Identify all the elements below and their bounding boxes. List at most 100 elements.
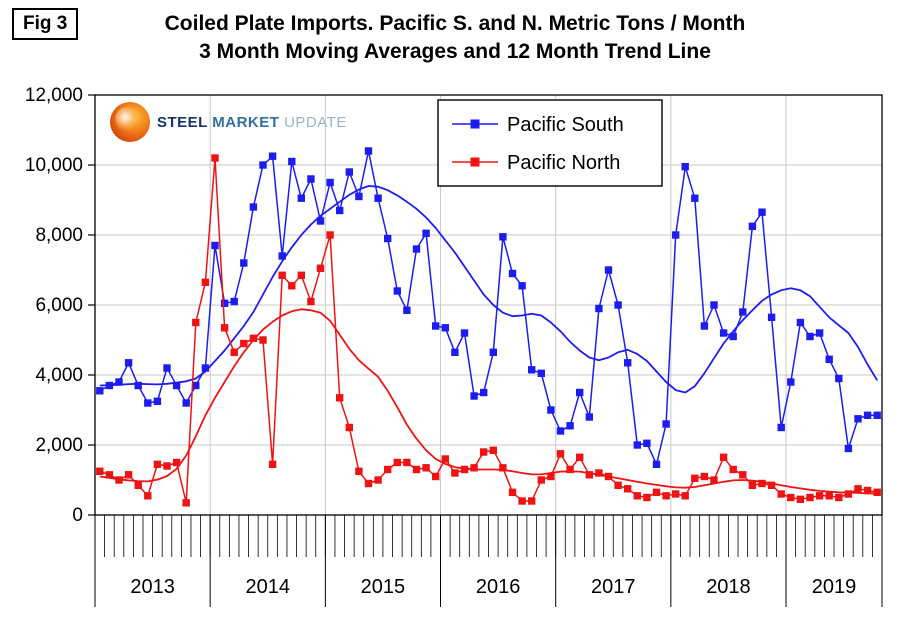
data-point <box>729 465 737 474</box>
data-point <box>499 464 507 472</box>
data-point <box>547 472 555 481</box>
data-point <box>595 469 603 477</box>
data-point <box>815 329 824 337</box>
data-point <box>153 397 162 406</box>
chart-title-line2: 3 Month Moving Averages and 12 Month Tre… <box>199 40 711 63</box>
data-point <box>556 450 565 458</box>
data-point <box>326 231 334 239</box>
legend-marker <box>470 157 480 167</box>
data-point <box>844 490 853 498</box>
steel-market-update-logo: STEEL MARKET UPDATE <box>110 102 347 142</box>
y-axis-label: 10,000 <box>25 155 83 176</box>
data-point <box>230 348 238 357</box>
data-point <box>115 476 123 484</box>
plot-border <box>94 94 883 516</box>
chart-title-line1: Coiled Plate Imports. Pacific S. and N. … <box>164 12 746 35</box>
data-point <box>806 493 814 502</box>
data-point <box>144 399 152 407</box>
data-point <box>480 448 488 456</box>
data-point <box>672 490 680 498</box>
data-point <box>374 476 382 484</box>
data-point <box>249 334 258 343</box>
data-point <box>412 465 421 474</box>
data-point <box>710 301 718 309</box>
data-point <box>163 462 171 470</box>
data-point <box>691 194 699 202</box>
data-point <box>211 241 219 250</box>
data-point <box>259 336 267 344</box>
data-point <box>508 488 517 497</box>
legend-box <box>437 99 663 187</box>
data-point <box>105 381 114 390</box>
data-point <box>873 488 881 497</box>
x-axis-year-label: 2014 <box>246 576 291 598</box>
data-point <box>163 364 171 372</box>
data-point <box>288 282 296 290</box>
data-point <box>268 152 277 160</box>
data-point <box>355 467 363 476</box>
y-axis-label: 6,000 <box>35 295 83 316</box>
data-point <box>460 465 469 474</box>
data-point <box>220 324 229 332</box>
data-point <box>806 332 814 341</box>
logo-word-update: UPDATE <box>284 113 347 131</box>
legend-label: Pacific South <box>507 114 624 136</box>
data-point <box>633 441 641 449</box>
data-point <box>412 245 421 253</box>
data-point <box>441 455 450 463</box>
data-point <box>201 364 210 372</box>
data-point <box>662 420 670 428</box>
data-point <box>499 233 507 241</box>
data-point <box>547 406 555 414</box>
logo-text: STEEL MARKET UPDATE <box>157 114 347 131</box>
data-point <box>854 415 862 423</box>
data-point <box>614 301 622 309</box>
data-point <box>796 318 805 327</box>
data-point <box>403 458 411 467</box>
data-point <box>192 381 200 390</box>
legend-marker <box>470 119 480 129</box>
y-axis-label: 0 <box>72 505 83 526</box>
data-point <box>643 439 651 448</box>
data-point <box>470 464 478 472</box>
x-axis-year-label: 2015 <box>361 576 406 598</box>
data-point <box>595 304 603 313</box>
data-point <box>105 471 114 479</box>
data-point <box>873 411 881 420</box>
data-point <box>825 355 833 364</box>
y-axis-label: 8,000 <box>35 225 83 246</box>
data-point <box>297 194 306 202</box>
data-point <box>624 359 632 367</box>
data-point <box>748 222 757 231</box>
data-point <box>451 469 459 477</box>
pacific-south-line <box>99 150 878 466</box>
data-point <box>700 322 709 330</box>
data-point <box>672 231 680 239</box>
data-point <box>739 471 747 479</box>
data-point <box>441 324 450 332</box>
figure-label: Fig 3 <box>12 8 79 40</box>
data-point <box>518 497 526 505</box>
data-point <box>758 208 766 216</box>
data-point <box>460 329 469 337</box>
data-point <box>576 388 584 397</box>
data-point <box>268 460 277 469</box>
data-point <box>307 297 315 306</box>
data-point <box>259 161 267 169</box>
data-point <box>528 497 536 505</box>
data-point <box>384 465 392 474</box>
data-point <box>787 493 795 502</box>
data-point <box>249 203 258 211</box>
data-point <box>115 378 123 386</box>
data-point <box>201 278 210 287</box>
data-point <box>604 266 613 274</box>
data-point <box>518 282 526 290</box>
data-point <box>153 460 162 469</box>
logo-word-market: MARKET <box>212 113 280 131</box>
data-point <box>172 381 181 390</box>
data-point <box>297 271 306 280</box>
data-point <box>307 175 315 183</box>
data-point <box>192 318 200 327</box>
data-point <box>652 488 661 497</box>
data-point <box>211 154 219 162</box>
